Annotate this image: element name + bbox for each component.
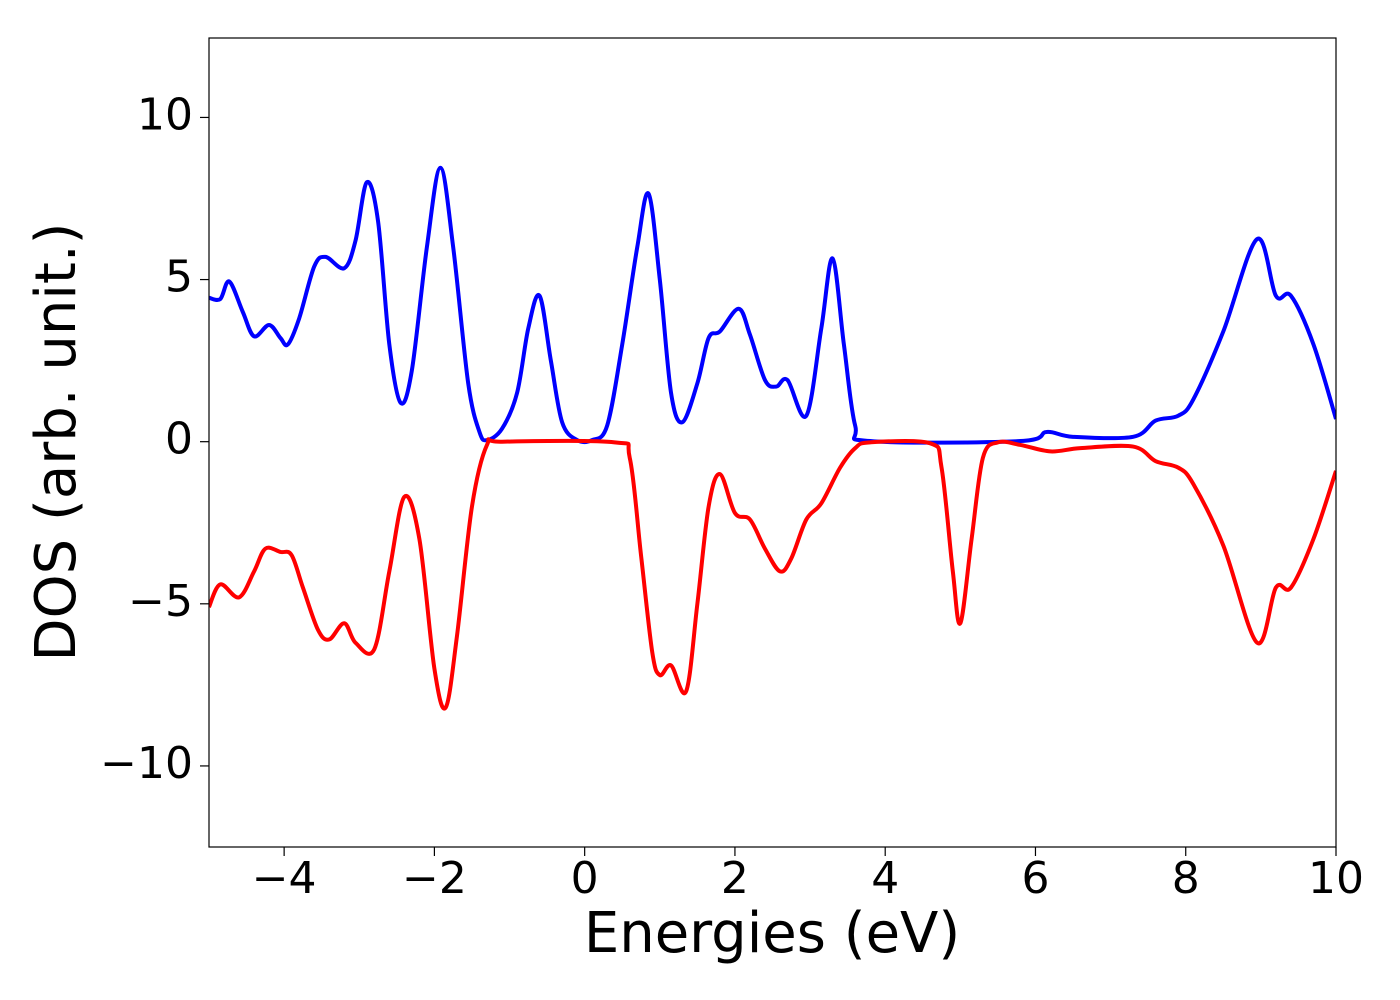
y-tick-label: 5 xyxy=(165,252,193,303)
y-tick-label: −10 xyxy=(100,738,193,789)
plot-area xyxy=(209,165,1336,711)
plot-frame xyxy=(208,37,1337,848)
y-tick-label: 0 xyxy=(165,414,193,465)
x-tick-label: 8 xyxy=(1172,853,1200,904)
x-axis-label: Energies (eV) xyxy=(584,901,960,966)
x-tick-label: 4 xyxy=(871,853,899,904)
dos-line xyxy=(209,165,1336,445)
x-tick-label: 2 xyxy=(721,853,749,904)
x-tick-label: 10 xyxy=(1308,853,1364,904)
y-axis-label: DOS (arb. unit.) xyxy=(24,222,89,661)
dos-line xyxy=(209,437,1336,711)
y-tick-label: −5 xyxy=(128,576,193,627)
x-tick-label: −2 xyxy=(402,853,467,904)
x-tick-label: −4 xyxy=(252,853,317,904)
x-tick-label: 6 xyxy=(1021,853,1049,904)
x-tick-label: 0 xyxy=(571,853,599,904)
y-tick-label: 10 xyxy=(137,89,193,140)
